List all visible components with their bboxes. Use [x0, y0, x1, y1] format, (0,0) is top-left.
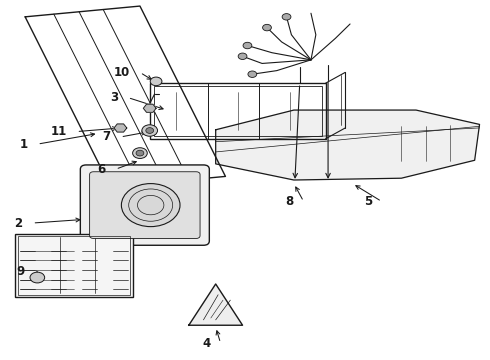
Text: 10: 10: [114, 66, 130, 79]
Polygon shape: [216, 110, 480, 180]
Bar: [150, 83, 326, 139]
FancyBboxPatch shape: [90, 172, 200, 238]
Polygon shape: [114, 124, 127, 132]
Text: 8: 8: [286, 195, 294, 208]
Circle shape: [282, 14, 291, 20]
Circle shape: [248, 71, 257, 77]
Circle shape: [133, 148, 147, 158]
Circle shape: [243, 42, 252, 49]
Text: 9: 9: [16, 265, 24, 278]
Bar: [18, 235, 130, 295]
Text: 7: 7: [102, 130, 111, 144]
Circle shape: [263, 24, 271, 31]
Circle shape: [142, 125, 158, 136]
Text: 2: 2: [15, 216, 23, 230]
Circle shape: [146, 128, 154, 134]
Bar: [15, 234, 133, 297]
Circle shape: [238, 53, 247, 59]
Circle shape: [30, 272, 45, 283]
Text: 11: 11: [50, 125, 67, 138]
Text: 1: 1: [20, 138, 27, 150]
Bar: [154, 86, 322, 136]
Polygon shape: [144, 104, 156, 112]
FancyBboxPatch shape: [80, 165, 209, 245]
Text: 4: 4: [202, 337, 211, 350]
Text: 3: 3: [110, 91, 118, 104]
Circle shape: [122, 184, 180, 226]
Polygon shape: [189, 284, 243, 325]
Text: 5: 5: [364, 195, 372, 208]
Circle shape: [150, 77, 162, 86]
Circle shape: [136, 150, 144, 156]
Text: 6: 6: [98, 163, 106, 176]
